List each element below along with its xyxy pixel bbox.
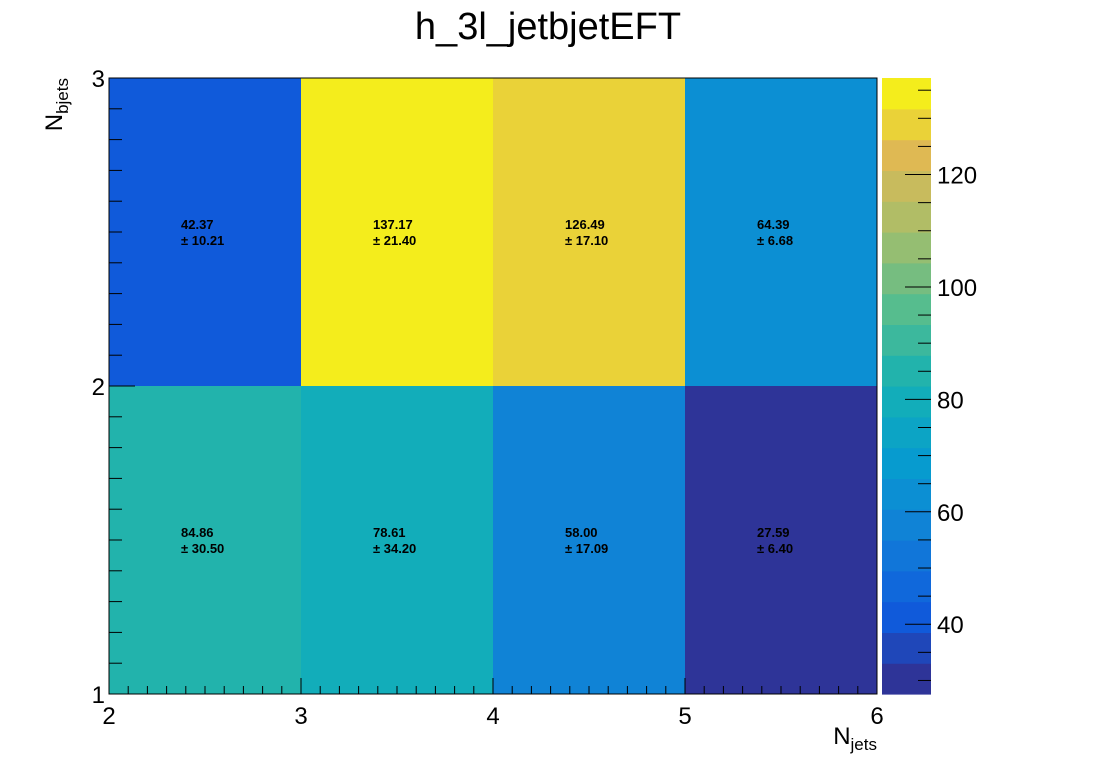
colorbar-band bbox=[882, 447, 931, 479]
cell-error-label: ± 17.09 bbox=[565, 541, 608, 556]
colorbar: 40 60 80 100 120 bbox=[882, 78, 977, 695]
colorbar-band bbox=[882, 632, 931, 664]
colorbar-band bbox=[882, 663, 931, 695]
cell-error-label: ± 34.20 bbox=[373, 541, 416, 556]
colorbar-band bbox=[882, 509, 931, 541]
colorbar-band bbox=[882, 478, 931, 510]
colorbar-band bbox=[882, 324, 931, 356]
colorbar-band bbox=[882, 78, 931, 110]
heatmap-cell bbox=[685, 78, 877, 386]
colorbar-band bbox=[882, 232, 931, 264]
heatmap-cells bbox=[109, 78, 877, 694]
colorbar-band bbox=[882, 262, 931, 295]
cell-value-label: 42.37 bbox=[181, 217, 214, 232]
colorbar-band bbox=[882, 416, 931, 449]
heatmap-cell bbox=[493, 386, 685, 694]
cell-labels: 84.86± 30.50 78.61± 34.20 58.00± 17.09 27.5… bbox=[181, 217, 793, 556]
colorbar-band bbox=[882, 570, 931, 603]
colorbar-tick-label: 120 bbox=[937, 163, 977, 190]
cell-value-label: 27.59 bbox=[757, 525, 790, 540]
cell-error-label: ± 17.10 bbox=[565, 233, 608, 248]
cell-error-label: ± 10.21 bbox=[181, 233, 224, 248]
cell-value-label: 126.49 bbox=[565, 217, 605, 232]
colorbar-band bbox=[882, 386, 931, 418]
chart-title: h_3l_jetbjetEFT bbox=[414, 6, 682, 48]
heatmap-cell bbox=[109, 78, 301, 386]
cell-value-label: 84.86 bbox=[181, 525, 214, 540]
y-tick-label: 3 bbox=[92, 66, 105, 93]
x-tick-label: 4 bbox=[486, 703, 499, 730]
x-tick-label: 2 bbox=[102, 703, 115, 730]
cell-error-label: ± 21.40 bbox=[373, 233, 416, 248]
colorbar-band bbox=[882, 540, 931, 572]
heatmap-cell bbox=[685, 386, 877, 694]
colorbar-band bbox=[882, 139, 931, 171]
cell-error-label: ± 30.50 bbox=[181, 541, 224, 556]
colorbar-tick-label: 100 bbox=[937, 275, 977, 302]
x-tick-label: 5 bbox=[678, 703, 691, 730]
heatmap-cell bbox=[493, 78, 685, 386]
cell-error-label: ± 6.40 bbox=[757, 541, 793, 556]
y-tick-label: 2 bbox=[92, 374, 105, 401]
colorbar-band bbox=[882, 201, 931, 233]
cell-value-label: 64.39 bbox=[757, 217, 790, 232]
heatmap-cell bbox=[301, 78, 493, 386]
x-tick-label: 3 bbox=[294, 703, 307, 730]
y-tick-label: 1 bbox=[92, 682, 105, 709]
cell-error-label: ± 6.68 bbox=[757, 233, 793, 248]
heatmap-cell bbox=[109, 386, 301, 694]
x-tick-label: 6 bbox=[870, 703, 883, 730]
colorbar-tick-label: 60 bbox=[937, 500, 964, 527]
y-axis-label: Nbjets bbox=[41, 78, 72, 131]
colorbar-band bbox=[882, 108, 931, 141]
colorbar-tick-label: 40 bbox=[937, 612, 964, 639]
heatmap-cell bbox=[301, 386, 493, 694]
cell-value-label: 58.00 bbox=[565, 525, 598, 540]
colorbar-band bbox=[882, 170, 931, 202]
x-axis-label: Njets bbox=[833, 723, 877, 754]
cell-value-label: 137.17 bbox=[373, 217, 413, 232]
colorbar-band bbox=[882, 601, 931, 633]
colorbar-band bbox=[882, 293, 931, 325]
colorbar-tick-label: 80 bbox=[937, 387, 964, 414]
cell-value-label: 78.61 bbox=[373, 525, 406, 540]
